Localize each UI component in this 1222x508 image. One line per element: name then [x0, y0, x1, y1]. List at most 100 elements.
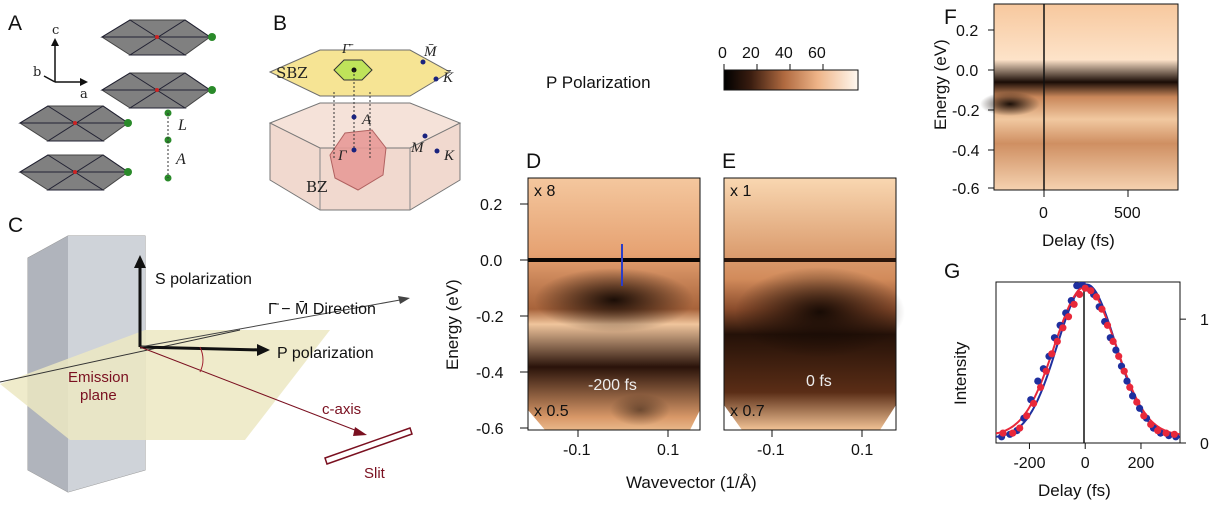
g-point-s1-5 [1037, 383, 1045, 391]
axis-c-label: c [52, 23, 59, 38]
gamma-label: Γ [337, 148, 348, 164]
panel-a-lattice: c b a L [18, 19, 216, 191]
g-point-s1-25 [1154, 427, 1162, 435]
g-point-s1-18 [1109, 337, 1117, 345]
s-polarization-label: S polarization [155, 271, 252, 288]
g-point-s1-16 [1098, 305, 1106, 313]
panel-f-map: Energy (eV) 0.2 0.0 -0.2 -0.4 -0.6 0 500… [931, 3, 1179, 250]
axis-a-label: a [80, 87, 88, 102]
d-multiplier-top: x 8 [534, 183, 555, 200]
layer-2 [100, 72, 216, 109]
g-x-ticks: -200 0 200 [1013, 443, 1154, 472]
panel-c-geometry: S polarization Γ̄ − M̄ Direction P polar… [0, 235, 413, 493]
panel-label-d: D [526, 150, 541, 173]
g-point-s1-22 [1133, 398, 1141, 406]
axes-de: Energy (eV) 0.2 0.0 -0.2 -0.4 -0.6 -0.1 … [443, 197, 873, 492]
f-ytick-4: -0.6 [952, 181, 980, 198]
e-time-label: 0 fs [806, 373, 832, 390]
f-y-axis-label: Energy (eV) [931, 39, 950, 130]
d-time-label: -200 fs [588, 377, 637, 394]
slit-label: Slit [364, 465, 386, 482]
de-ytick-2: -0.2 [476, 309, 504, 326]
f-ytick-3: -0.4 [952, 143, 980, 160]
sbz-label: SBZ [276, 64, 308, 82]
emission-plane-shape [0, 330, 330, 440]
g-point-s1-14 [1087, 287, 1095, 295]
g-point-s0-21 [1123, 377, 1131, 385]
g-point-s1-20 [1120, 367, 1128, 375]
g-point-s1-24 [1147, 420, 1155, 428]
g-xtick-label-1: 0 [1081, 455, 1090, 472]
panel-label-a: A [8, 12, 22, 35]
layer-3 [18, 105, 132, 142]
panel-label-b: B [273, 12, 287, 35]
de-ytick-0: 0.2 [480, 197, 502, 214]
f-xtick-1: 500 [1114, 205, 1141, 222]
a-point-label: A [361, 112, 372, 128]
g-plot-frame [995, 281, 1181, 444]
g-point-s1-9 [1059, 324, 1067, 332]
c-axis-label: c-axis [322, 401, 361, 418]
direction-label: Γ̄ − M̄ Direction [268, 301, 376, 318]
colorbar-tick-20: 20 [742, 45, 760, 62]
g-point-s1-13 [1081, 284, 1089, 292]
g-point-s1-21 [1126, 383, 1134, 391]
colorbar-tick-0: 0 [718, 45, 727, 62]
g-y-axis-label: Intensity [951, 341, 970, 405]
bz-core [329, 129, 387, 191]
g-point-s1-10 [1064, 313, 1073, 321]
d-xtick-1: 0.1 [657, 442, 679, 459]
g-point-s1-23 [1140, 412, 1148, 420]
panel-g-chart: -200 0 200 01 Intensity Delay (fs) [951, 281, 1209, 500]
e-xtick-0: -0.1 [757, 442, 785, 459]
de-ytick-3: -0.4 [476, 365, 504, 382]
g-point-s0-5 [1034, 377, 1042, 385]
g-y-ticks: 01 [1180, 312, 1209, 453]
colorbar-title: P Polarization [546, 73, 651, 92]
g-point-s1-6 [1042, 367, 1050, 375]
d-multiplier-bottom: x 0.5 [534, 403, 569, 420]
e-multiplier-bottom: x 0.7 [730, 403, 765, 420]
axes-triad: c b a [33, 23, 88, 102]
g-point-s1-1 [1009, 429, 1017, 437]
g-point-s0-22 [1129, 392, 1137, 400]
p-polarization-label: P polarization [277, 345, 374, 362]
label-A: A [175, 151, 186, 168]
panel-b-brillouin-zone: SBZ Γ̄ M̄ K̄ A Γ M K BZ [268, 42, 462, 211]
g-point-s1-12 [1076, 290, 1084, 298]
panel-label-f: F [944, 6, 957, 29]
g-x-axis-label: Delay (fs) [1038, 481, 1111, 500]
bz-label: BZ [306, 178, 327, 196]
g-point-s0-23 [1136, 404, 1144, 412]
g-point-s0-19 [1112, 346, 1120, 354]
m-point-label: M [410, 140, 425, 156]
e-xtick-1: 0.1 [851, 442, 873, 459]
g-point-s1-7 [1048, 350, 1056, 358]
k-bar-label: K̄ [442, 70, 454, 86]
g-point-s1-15 [1092, 293, 1100, 301]
panel-e-map: x 1 x 0.7 0 fs [723, 177, 905, 431]
emission-label-2: plane [80, 387, 117, 404]
g-point-s1-11 [1070, 300, 1078, 308]
g-point-s1-26 [1162, 429, 1170, 437]
g-point-s1-8 [1053, 337, 1061, 345]
f-ytick-1: 0.0 [956, 63, 978, 80]
layer-4 [18, 154, 132, 191]
panel-d-map: x 8 x 0.5 -200 fs [527, 177, 701, 431]
layer-1 [100, 19, 216, 56]
g-ytick-label-1: 1 [1200, 312, 1209, 329]
de-ytick-1: 0.0 [480, 253, 502, 270]
g-point-s1-0 [999, 429, 1007, 437]
g-data-points [998, 282, 1180, 441]
g-point-s1-17 [1103, 321, 1112, 329]
panel-label-e: E [722, 150, 736, 173]
f-x-axis-label: Delay (fs) [1042, 231, 1115, 250]
axis-b-label: b [33, 65, 41, 80]
g-fit-curve-1 [996, 285, 1180, 436]
g-point-s1-2 [1016, 424, 1024, 432]
g-point-s1-19 [1115, 352, 1123, 360]
colorbar-tick-40: 40 [775, 45, 793, 62]
d-xtick-0: -0.1 [563, 442, 591, 459]
g-point-s1-3 [1023, 412, 1031, 420]
f-ytick-0: 0.2 [956, 23, 978, 40]
